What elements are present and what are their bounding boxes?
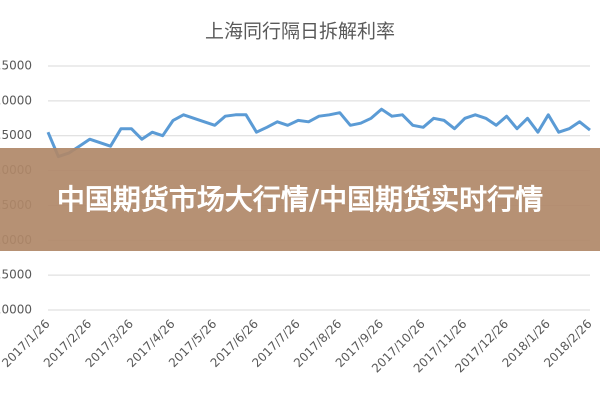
chart-title: 上海同行隔日拆解利率 — [205, 21, 395, 43]
y-tick-label: 2.5000 — [0, 128, 32, 142]
y-tick-label: 3.0000 — [0, 93, 32, 107]
banner-text: 中国期货市场大行情/中国期货实时行情 — [56, 182, 544, 216]
banner: 中国期货市场大行情/中国期货实时行情 — [0, 148, 600, 251]
y-tick-label: 0.5000 — [0, 268, 32, 282]
y-tick-label: 0.0000 — [0, 303, 32, 317]
data-line — [46, 107, 591, 159]
y-tick-label: 3.5000 — [0, 59, 32, 73]
